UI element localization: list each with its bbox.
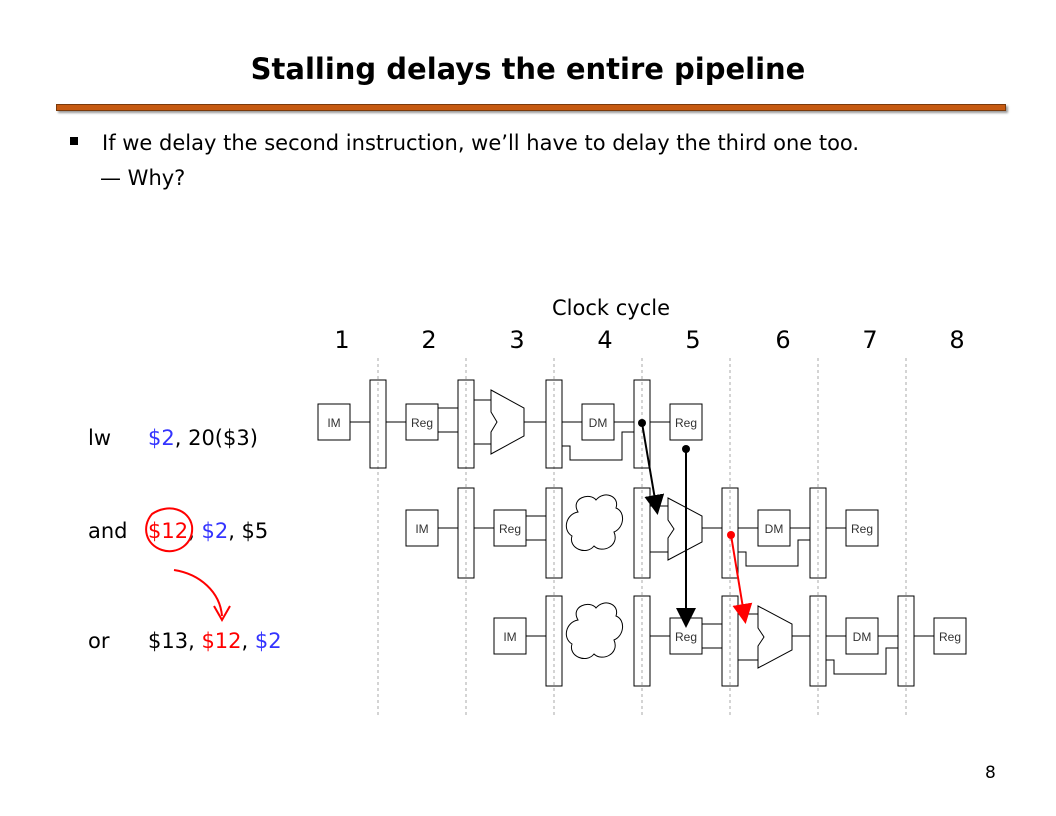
forward-arrow xyxy=(641,422,665,515)
reg-label: Reg xyxy=(675,630,697,644)
cycle-dividers xyxy=(377,358,907,716)
pipeline-row-lw xyxy=(317,379,703,469)
pipeline-register xyxy=(369,379,387,469)
pipeline-row-and xyxy=(405,487,879,579)
reg-label: Reg xyxy=(675,416,697,430)
im-label: IM xyxy=(327,416,340,430)
alu-shape xyxy=(757,605,793,669)
alu-shape xyxy=(667,497,703,561)
dm-label: DM xyxy=(589,416,608,430)
dm-label: DM xyxy=(765,522,784,536)
operand: $2 xyxy=(201,519,229,543)
stall-bubble-cloud xyxy=(565,602,623,659)
alu-shape xyxy=(490,389,525,455)
pipeline-register xyxy=(633,595,651,687)
pipeline-register xyxy=(897,595,915,687)
page-title: Stalling delays the entire pipeline xyxy=(250,52,806,86)
forward-arrow xyxy=(730,534,753,624)
operand: $12 xyxy=(148,519,189,543)
title-underline-bar xyxy=(56,104,1006,111)
pipeline-row-or xyxy=(493,595,967,687)
square-bullet-icon xyxy=(70,137,78,145)
im-label: IM xyxy=(503,630,516,644)
operand: $2 xyxy=(148,426,175,450)
operand: $12 xyxy=(201,629,242,653)
cycle-number: 8 xyxy=(949,326,965,354)
pipeline-register xyxy=(545,487,563,579)
reg-label: Reg xyxy=(499,522,521,536)
reg-label: Reg xyxy=(939,630,961,644)
bullet-item: If we delay the second instruction, we’l… xyxy=(70,131,859,155)
clock-cycle-label: Clock cycle xyxy=(552,296,671,320)
pipeline-register xyxy=(721,487,739,579)
pipeline-register xyxy=(633,379,651,469)
dm-label: DM xyxy=(853,630,872,644)
operand: , 20($3) xyxy=(174,426,258,450)
pipeline-register xyxy=(633,487,651,579)
reg-label: Reg xyxy=(411,416,433,430)
cycle-number: 4 xyxy=(597,326,613,354)
operand: $13, xyxy=(148,629,202,653)
cycle-number: 5 xyxy=(685,326,701,354)
pipeline-register xyxy=(457,379,475,469)
opcode: or xyxy=(88,629,110,653)
opcode: lw xyxy=(88,426,112,450)
pipeline-register xyxy=(721,595,739,687)
arrow-head-icon xyxy=(213,605,231,623)
cycle-number: 1 xyxy=(334,326,350,354)
operand: $2 xyxy=(254,629,282,653)
highlight-circle xyxy=(145,507,194,553)
pipeline-register xyxy=(545,595,563,687)
bullet-text: If we delay the second instruction, we’l… xyxy=(102,131,860,155)
cycle-number: 3 xyxy=(509,326,525,354)
operand: , xyxy=(241,629,255,653)
cycle-number: 2 xyxy=(421,326,437,354)
cycle-number: 6 xyxy=(775,326,791,354)
instruction-or: or $13, $12, $2 xyxy=(88,629,282,653)
dependency-arrow xyxy=(173,569,223,617)
opcode: and xyxy=(88,519,128,543)
stall-bubble-cloud xyxy=(565,494,623,551)
operand: , $5 xyxy=(228,519,269,543)
cycle-number: 7 xyxy=(862,326,878,354)
im-label: IM xyxy=(415,522,428,536)
page-number: 8 xyxy=(985,763,996,783)
pipeline-register xyxy=(809,595,827,687)
pipeline-register xyxy=(457,487,475,579)
reg-label: Reg xyxy=(851,522,873,536)
instruction-lw: lw $2, 20($3) xyxy=(88,426,258,450)
pipeline-register xyxy=(545,379,563,469)
pipeline-register xyxy=(809,487,827,579)
sub-bullet: — Why? xyxy=(100,166,186,190)
